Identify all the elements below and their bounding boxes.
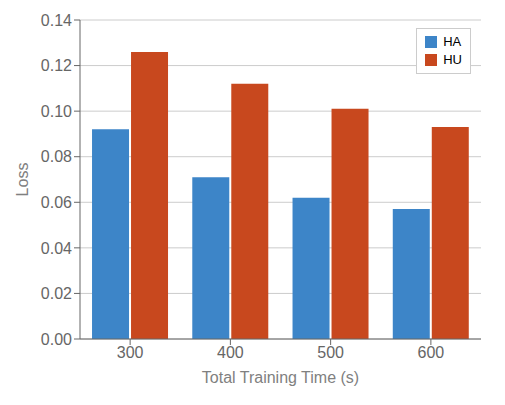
html-text:HU: HU — [443, 52, 462, 67]
svg-text:500: 500 — [317, 344, 344, 361]
svg-text:0.08: 0.08 — [41, 148, 72, 165]
svg-text:0.12: 0.12 — [41, 57, 72, 74]
svg-text:Total Training Time (s): Total Training Time (s) — [202, 369, 359, 386]
svg-text:0.10: 0.10 — [41, 103, 72, 120]
svg-text:0.04: 0.04 — [41, 240, 72, 257]
svg-text:0.06: 0.06 — [41, 194, 72, 211]
svg-text:400: 400 — [217, 344, 244, 361]
svg-text:300: 300 — [117, 344, 144, 361]
html-text:HA: HA — [443, 34, 462, 49]
svg-text:600: 600 — [418, 344, 445, 361]
svg-text:0.14: 0.14 — [41, 12, 72, 29]
svg-text:0.02: 0.02 — [41, 285, 72, 302]
svg-text:Loss: Loss — [14, 163, 31, 197]
svg-text:0.00: 0.00 — [41, 331, 72, 348]
